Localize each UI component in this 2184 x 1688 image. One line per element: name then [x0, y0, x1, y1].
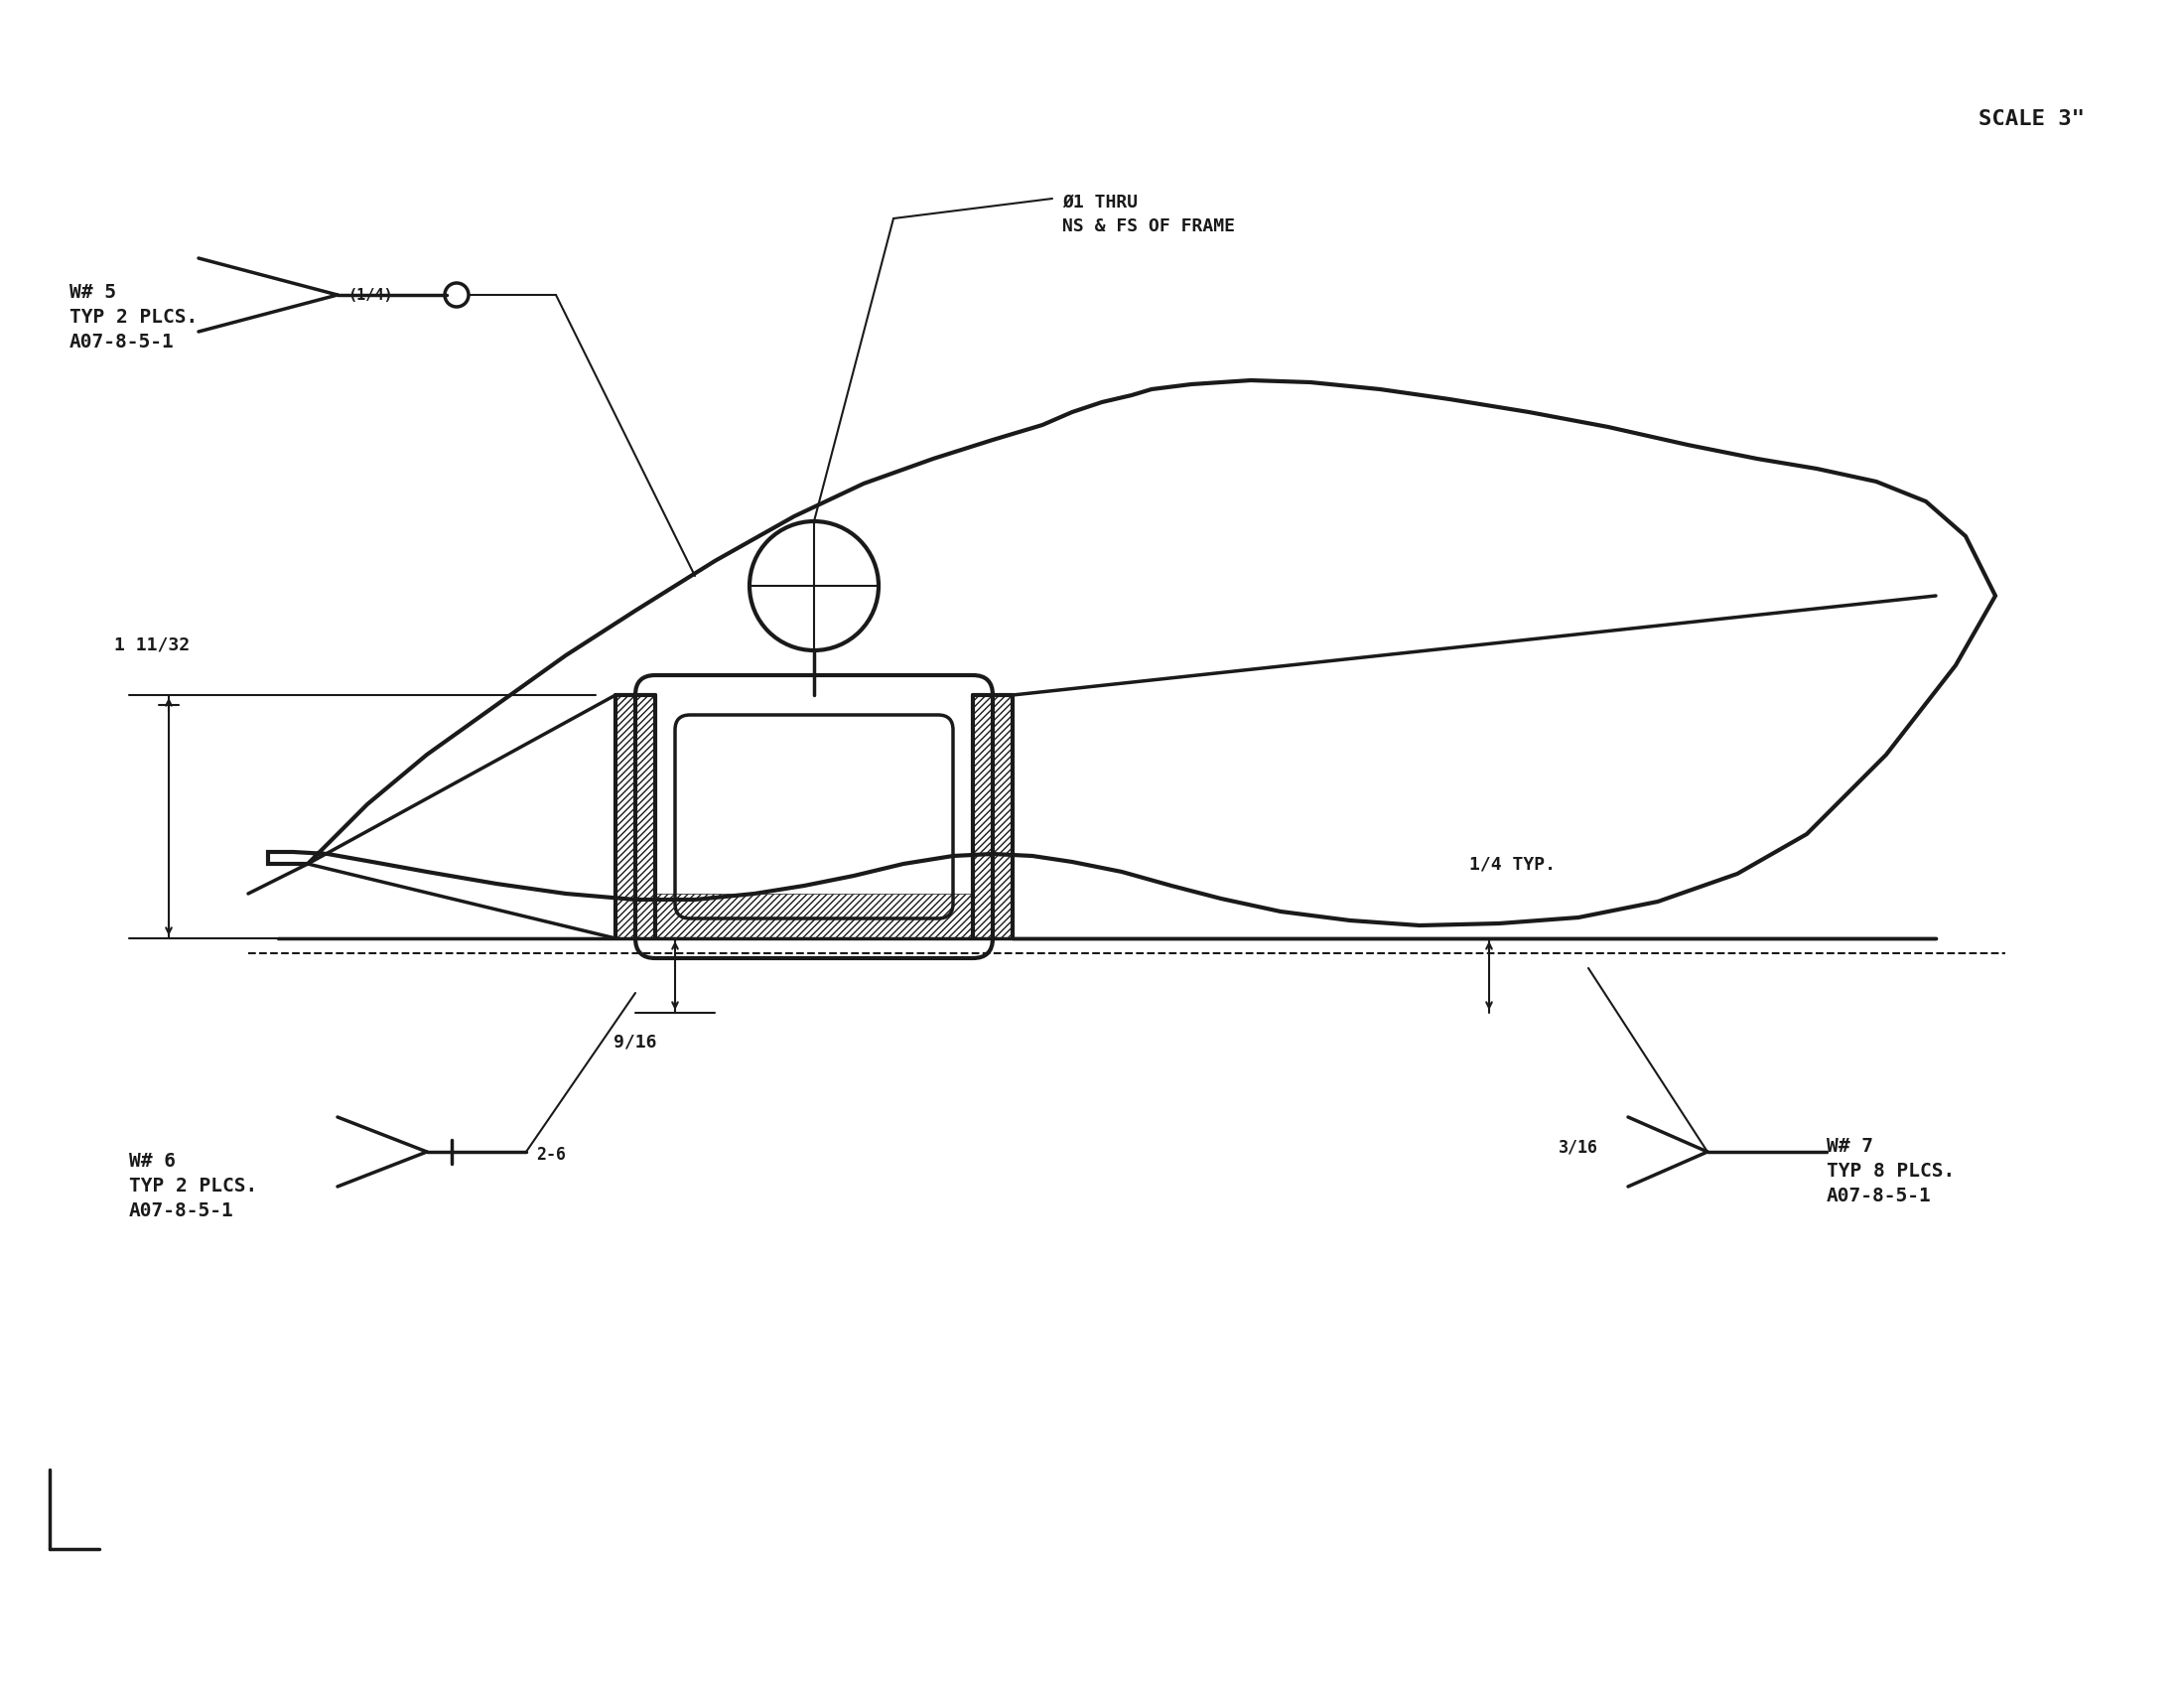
Text: 2-6: 2-6 — [535, 1146, 566, 1163]
Text: W# 6
TYP 2 PLCS.
A07-8-5-1: W# 6 TYP 2 PLCS. A07-8-5-1 — [129, 1151, 258, 1220]
Text: W# 7
TYP 8 PLCS.
A07-8-5-1: W# 7 TYP 8 PLCS. A07-8-5-1 — [1826, 1138, 1955, 1205]
Text: 1/4 TYP.: 1/4 TYP. — [1470, 854, 1555, 873]
Text: (1/4): (1/4) — [347, 287, 393, 302]
Text: 3/16: 3/16 — [1559, 1138, 1599, 1156]
Text: 9/16: 9/16 — [614, 1033, 657, 1050]
Text: 1 11/32: 1 11/32 — [114, 636, 190, 655]
Text: Ø1 THRU
NS & FS OF FRAME: Ø1 THRU NS & FS OF FRAME — [1061, 194, 1234, 235]
Text: SCALE 3": SCALE 3" — [1979, 110, 2086, 128]
Text: W# 5
TYP 2 PLCS.
A07-8-5-1: W# 5 TYP 2 PLCS. A07-8-5-1 — [70, 284, 199, 351]
